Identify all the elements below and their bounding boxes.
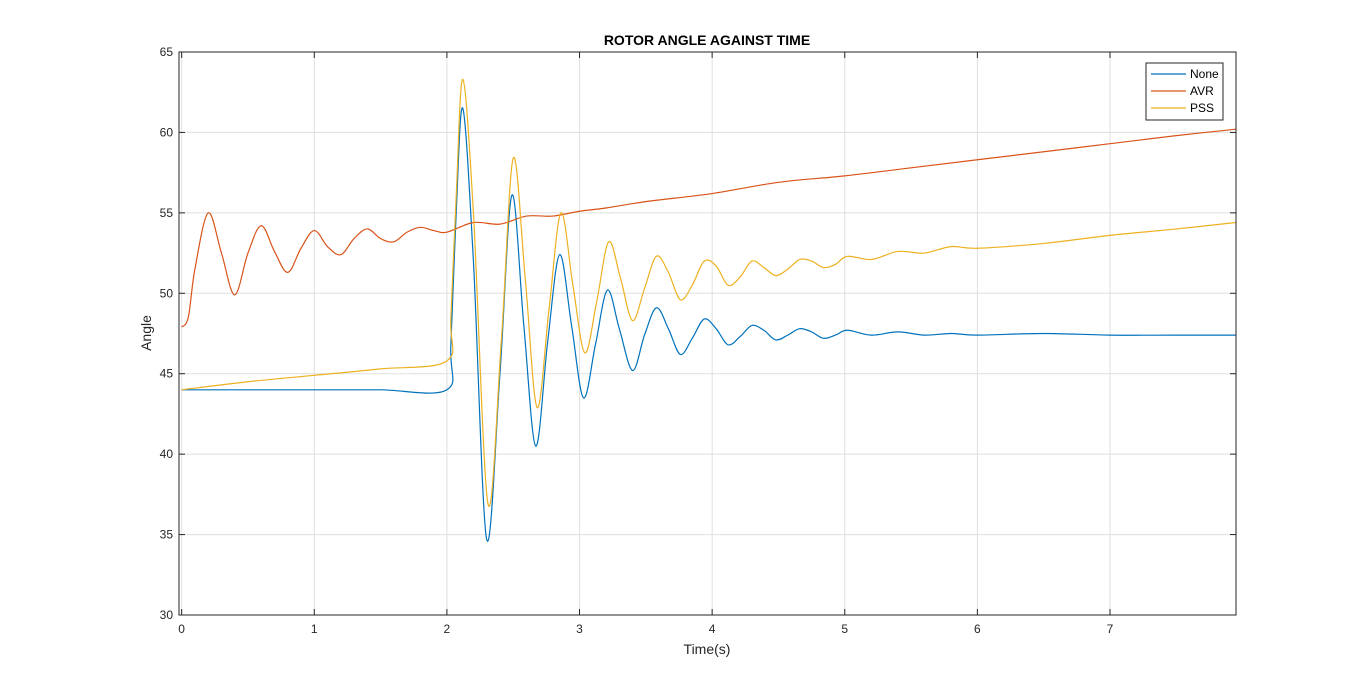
series-line-none <box>181 107 1236 542</box>
legend: None AVR PSS <box>1145 62 1224 121</box>
x-tick-label: 6 <box>974 622 981 636</box>
series-line-pss <box>181 78 1237 507</box>
x-tick-label: 2 <box>444 622 451 636</box>
legend-label: PSS <box>1190 101 1214 115</box>
x-tick-label: 5 <box>841 622 848 636</box>
axes-box <box>178 51 1237 616</box>
x-tick-label: 4 <box>709 622 716 636</box>
y-tick-label: 40 <box>160 447 174 461</box>
x-tick-label: 3 <box>576 622 583 636</box>
y-tick-label: 60 <box>160 125 174 139</box>
x-tick-label: 7 <box>1107 622 1114 636</box>
y-tick-label: 50 <box>160 286 174 300</box>
x-tick-label: 0 <box>178 622 185 636</box>
legend-label: AVR <box>1190 84 1214 98</box>
y-tick-label: 45 <box>160 367 174 381</box>
x-tick-label: 1 <box>311 622 318 636</box>
x-axis-label: Time(s) <box>684 641 731 657</box>
axes-background <box>179 52 1236 615</box>
series-line-avr <box>181 128 1237 328</box>
y-tick-label: 65 <box>160 45 174 59</box>
grid <box>179 51 1236 616</box>
chart-title: ROTOR ANGLE AGAINST TIME <box>604 32 810 48</box>
legend-label: None <box>1190 67 1219 81</box>
plot-lines <box>181 78 1237 542</box>
y-tick-label: 30 <box>160 608 174 622</box>
y-tick-label: 55 <box>160 206 174 220</box>
y-tick-label: 35 <box>160 528 174 542</box>
y-axis-label: Angle <box>138 315 154 351</box>
